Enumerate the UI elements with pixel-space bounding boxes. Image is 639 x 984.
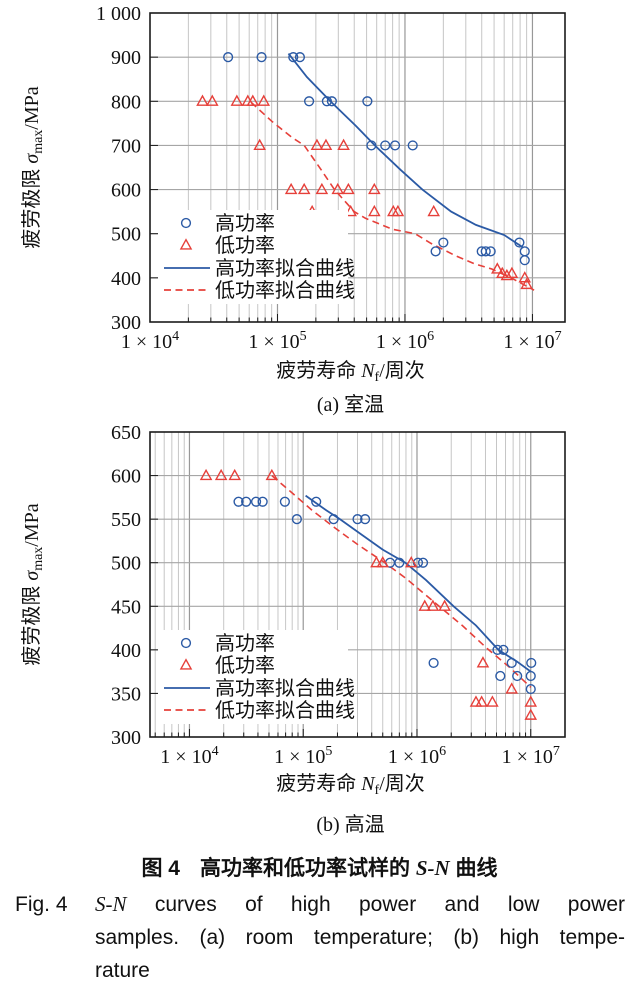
sub-caption: (a) 室温 <box>317 393 384 416</box>
legend-item: 高功率 <box>180 632 275 655</box>
y-tick-label: 400 <box>111 640 141 662</box>
data-points <box>199 468 538 720</box>
tick-labels: 300 400 500 600 700 800 900 1 000 1 × 104 1 × 105… <box>96 3 562 353</box>
legend-label: 高功率 <box>215 212 275 235</box>
legend-item: 低功率拟合曲线 <box>164 279 355 302</box>
low-power-points <box>199 468 538 720</box>
caption-en-line1: S-N curves of high power and low power <box>95 892 625 916</box>
x-tick-label: 1 × 105 <box>248 329 306 353</box>
caption-english: Fig. 4 S-N curves of high power and low … <box>0 882 639 984</box>
figure-caption: 图 4 高功率和低功率试样的 S-N 曲线 Fig. 4 S-N curves o… <box>0 839 639 984</box>
legend-label: 低功率拟合曲线 <box>215 699 355 722</box>
axis-ticks <box>149 12 533 323</box>
legend-item: 低功率 <box>179 654 275 677</box>
caption-en-lines: S-N curves of high power and low power s… <box>95 888 625 984</box>
x-tick-label: 1 × 104 <box>121 329 179 353</box>
legend-label: 高功率拟合曲线 <box>215 677 355 700</box>
y-tick-label: 900 <box>111 47 141 69</box>
y-tick-label: 800 <box>111 91 141 113</box>
legend-item: 低功率 <box>179 234 275 257</box>
y-tick-label: 600 <box>111 466 141 488</box>
x-axis-title: 疲劳寿命 Nf/周次 <box>276 772 425 798</box>
high-power-points <box>223 52 530 266</box>
low-power-points <box>196 94 533 290</box>
y-axis-title: 疲劳极限 σmax/MPa <box>20 86 46 248</box>
caption-en-line3: rature <box>95 959 150 982</box>
y-axis-title: 疲劳极限 σmax/MPa <box>20 503 46 665</box>
caption-zh-sn-italic: S-N <box>415 856 450 880</box>
high-power-fit <box>287 53 524 249</box>
y-tick-label: 650 <box>111 422 141 444</box>
y-tick-label: 700 <box>111 135 141 157</box>
y-tick-label: 550 <box>111 509 141 531</box>
axis-ticks <box>150 431 566 738</box>
y-tick-label: 300 <box>111 312 141 334</box>
legend-label: 低功率 <box>215 234 275 257</box>
y-tick-label: 500 <box>111 553 141 575</box>
legend-label: 低功率 <box>215 654 275 677</box>
y-tick-label: 350 <box>111 683 141 705</box>
tick-labels: 300 350 400 450 500 550 600 650 1 × 104 1 × 105 1 … <box>111 422 560 768</box>
caption-en-fig-label: Fig. 4 <box>15 893 68 916</box>
high-power-points <box>233 496 537 695</box>
legend-label: 高功率拟合曲线 <box>215 257 355 280</box>
legend-label: 低功率拟合曲线 <box>215 279 355 302</box>
plot-frame <box>149 12 566 323</box>
legend-item: 低功率拟合曲线 <box>164 699 355 722</box>
data-points <box>196 52 533 290</box>
legend-label: 高功率 <box>215 632 275 655</box>
caption-zh-text: 高功率和低功率试样的 <box>199 857 416 880</box>
sub-caption: (b) 高温 <box>316 813 384 836</box>
legend-item: 高功率拟合曲线 <box>164 677 355 700</box>
fit-curves <box>250 53 535 291</box>
x-tick-label: 1 × 107 <box>503 329 561 353</box>
caption-zh-fig-label: 图 4 <box>141 857 180 880</box>
y-tick-label: 600 <box>111 180 141 202</box>
low-power-fit <box>271 474 532 688</box>
caption-zh-text-post: 曲线 <box>449 857 498 880</box>
x-tick-label: 1 × 106 <box>376 329 434 353</box>
legend-item: 高功率拟合曲线 <box>164 257 355 280</box>
gridlines <box>150 13 565 322</box>
y-tick-label: 450 <box>111 596 141 618</box>
caption-chinese: 图 4 高功率和低功率试样的 S-N 曲线 <box>0 852 639 882</box>
y-tick-label: 1 000 <box>96 3 141 25</box>
x-tick-label: 1 × 106 <box>388 744 446 768</box>
y-tick-label: 500 <box>111 224 141 246</box>
y-tick-label: 400 <box>111 268 141 290</box>
x-tick-label: 1 × 107 <box>502 744 560 768</box>
low-power-fit <box>250 101 535 291</box>
x-tick-label: 1 × 104 <box>160 744 218 768</box>
x-axis-title: 疲劳寿命 Nf/周次 <box>276 359 425 385</box>
caption-en-line2: samples. (a) room temperature; (b) high … <box>95 926 625 949</box>
x-tick-label: 1 × 105 <box>274 744 332 768</box>
y-tick-label: 300 <box>111 727 141 749</box>
legend-item: 高功率 <box>180 212 275 235</box>
